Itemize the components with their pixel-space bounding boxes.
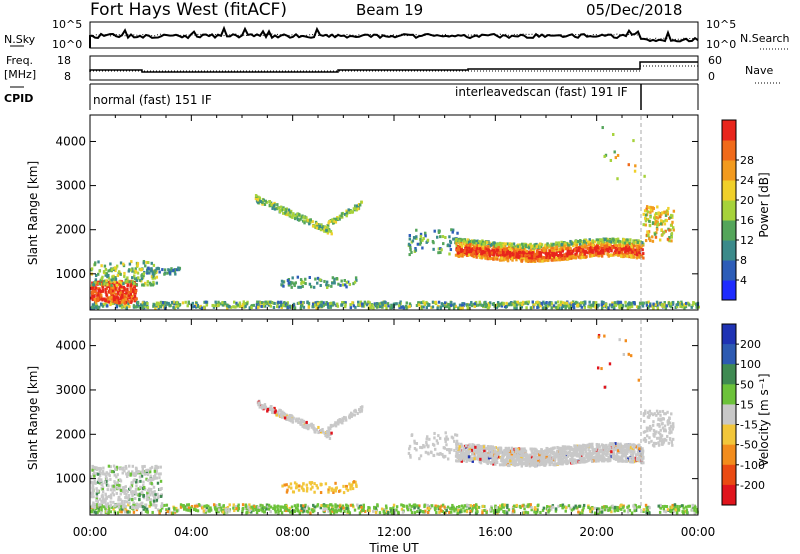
y-tick-label: 4000 <box>55 339 86 353</box>
freq-tick-top: 18 <box>57 54 71 67</box>
colorbar-segment <box>722 140 736 161</box>
colorbar-segment <box>722 404 736 426</box>
nsearch-tick-bottom: 10^0 <box>706 38 736 51</box>
freq-trace <box>89 61 698 73</box>
x-tick-label: 00:00 <box>73 525 108 539</box>
station-title: Fort Hays West (fitACF) <box>90 0 287 20</box>
nsearch-trace <box>90 33 699 41</box>
colorbar-segment <box>722 364 736 385</box>
colorbar-tick-label: 4 <box>740 274 747 287</box>
colorbar-segment <box>722 280 736 301</box>
colorbar-segment <box>722 344 736 365</box>
cpid-mode-interleaved: interleavedscan (fast) 191 IF <box>455 85 628 99</box>
y-tick-label: 3000 <box>55 179 86 193</box>
nsearch-tick-top: 10^5 <box>706 18 736 31</box>
y-tick-label: 4000 <box>55 134 86 148</box>
colorbar-tick-label: 200 <box>740 338 761 351</box>
colorbar-tick-label: 12 <box>740 234 754 247</box>
freq-label: Freq. <box>6 54 33 67</box>
velocity-panel: 1000 2000 3000 4000 Slant Range [km] 200 100… <box>26 318 771 516</box>
colorbar-segment <box>722 160 736 181</box>
colorbar-tick-label: 28 <box>740 154 754 167</box>
nsky-panel: N.Sky 10^5 10^0 10^5 10^0 N.Search <box>4 18 790 51</box>
x-axis: 00:00 04:00 08:00 12:00 16:00 20:00 00:00 <box>73 525 716 539</box>
power-colorbar-label: Power [dB] <box>757 172 771 237</box>
velocity-heatmap <box>90 333 699 515</box>
colorbar-tick-label: 100 <box>740 358 761 371</box>
colorbar-segment <box>722 464 736 486</box>
colorbar-segment <box>722 424 736 446</box>
colorbar-tick-label: 20 <box>740 194 754 207</box>
y-tick-label: 2000 <box>55 223 86 237</box>
power-ylabel: Slant Range [km] <box>26 161 40 265</box>
y-tick-label: 1000 <box>55 472 86 486</box>
colorbar-segment <box>722 240 736 261</box>
x-tick-label: 12:00 <box>377 525 412 539</box>
colorbar-segment <box>722 260 736 281</box>
cpid-panel: CPID normal (fast) 151 IF interleavedsca… <box>4 83 699 110</box>
power-heatmap <box>90 126 700 310</box>
cpid-mode-normal: normal (fast) 151 IF <box>93 93 212 107</box>
colorbar-segment <box>722 444 736 466</box>
colorbar-tick-label: 8 <box>740 254 747 267</box>
colorbar-tick-label: -15 <box>740 419 758 432</box>
velocity-colorbar: 200 100 50 15 -15 -50 -100 -200 <box>721 323 765 506</box>
nsearch-label: N.Search <box>740 32 790 45</box>
freq-tick-bottom: 8 <box>64 70 71 83</box>
colorbar-tick-label: 16 <box>740 214 754 227</box>
x-tick-label: 04:00 <box>174 525 209 539</box>
date-label: 05/Dec/2018 <box>586 1 682 19</box>
velocity-colorbar-label: Velocity [m s⁻¹] <box>757 373 771 466</box>
x-tick-label: 00:00 <box>681 525 716 539</box>
x-tick-label: 20:00 <box>579 525 614 539</box>
power-colorbar: 4 8 12 16 20 24 28 <box>721 119 754 301</box>
colorbar-segment <box>722 120 736 141</box>
colorbar-segment <box>722 180 736 201</box>
freq-unit: [MHz] <box>4 68 36 81</box>
x-axis-label: Time UT <box>368 541 419 554</box>
nave-label: Nave <box>745 64 773 77</box>
nsky-trace <box>89 25 699 48</box>
colorbar-tick-label: 15 <box>740 398 754 411</box>
nave-trace <box>90 65 698 72</box>
y-tick-label: 3000 <box>55 383 86 397</box>
cpid-label: CPID <box>4 92 33 105</box>
velocity-ylabel: Slant Range [km] <box>26 366 40 470</box>
colorbar-tick-label: 50 <box>740 378 754 391</box>
colorbar-tick-label: -100 <box>740 459 765 472</box>
nave-tick-top: 60 <box>708 54 722 67</box>
colorbar-segment <box>722 324 736 345</box>
y-tick-label: 1000 <box>55 267 86 281</box>
colorbar-tick-label: -50 <box>740 439 758 452</box>
y-tick-label: 2000 <box>55 427 86 441</box>
nsky-tick-top: 10^5 <box>52 18 82 31</box>
colorbar-segment <box>722 484 736 506</box>
colorbar-tick-label: -200 <box>740 479 765 492</box>
x-tick-label: 08:00 <box>275 525 310 539</box>
freq-panel: Freq. [MHz] 18 8 60 0 Nave <box>4 54 780 84</box>
colorbar-tick-label: 24 <box>740 174 754 187</box>
nave-tick-bottom: 0 <box>708 70 715 83</box>
nsky-tick-bottom: 10^0 <box>52 38 82 51</box>
colorbar-segment <box>722 200 736 221</box>
colorbar-segment <box>722 220 736 241</box>
power-panel: 1000 2000 3000 4000 Slant Range [km] 4 8 12 16… <box>26 114 771 311</box>
x-tick-label: 16:00 <box>478 525 513 539</box>
colorbar-segment <box>722 384 736 405</box>
beam-label: Beam 19 <box>356 1 423 19</box>
nsky-label: N.Sky <box>4 33 36 46</box>
